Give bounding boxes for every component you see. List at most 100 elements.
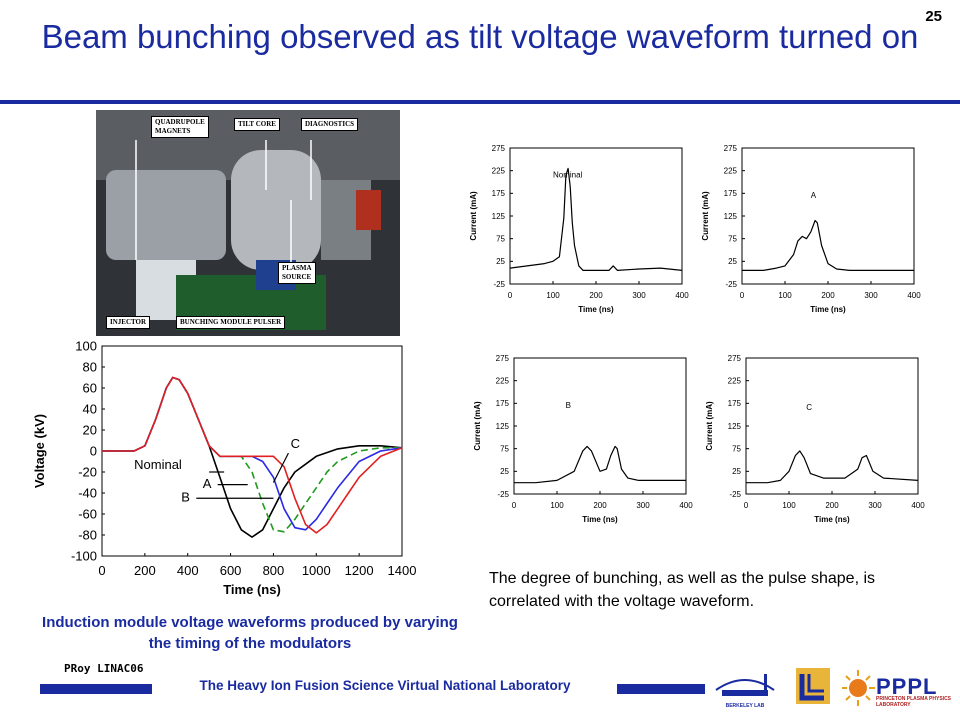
current-chart-c: 0 100 200 300 400 275 225 175 125 75 25 -25 Time (ns… [705,354,925,524]
y-tick-label: 75 [500,444,509,453]
x-tick-label: 200 [825,501,839,510]
y-axis-label: Current (mA) [705,401,714,451]
y-tick-label: 275 [492,144,506,153]
y-tick-label: 25 [496,257,505,266]
series-line-current [514,445,686,484]
x-tick-label: 100 [778,291,792,300]
annotation-arrow-c [272,452,289,483]
pppl-sun-icon [842,670,875,706]
x-tick-label: 1200 [345,563,374,578]
current-chart-nominal: 0 100 200 300 400 275 225 175 125 75 25 -25 Time (ns… [469,144,689,314]
caption-left: Induction module voltage waveforms produ… [42,614,458,652]
y-tick-label: 225 [724,166,738,175]
y-tick-label: 20 [83,423,97,438]
photo-label-pulser: BUNCHING MODULE PULSER [176,316,286,329]
annotation-c: C [291,436,300,451]
x-axis-label: Time (ns) [578,305,614,314]
y-tick-label: 100 [75,339,97,354]
x-tick-label: 0 [98,563,105,578]
chart-label-a: A [811,191,817,200]
x-tick-label: 200 [589,291,603,300]
plot-frame [509,147,683,285]
y-tick-label: 175 [724,189,738,198]
photo-label-plasma-source: PLASMA SOURCE [278,262,316,284]
y-tick-label: 275 [724,144,738,153]
pppl-subtitle: PRINCETON PLASMA PHYSICS LABORATORY [876,696,952,708]
caption-right: The degree of bunching, as well as the p… [489,570,876,610]
x-tick-label: 800 [263,563,285,578]
series-line-current [742,219,914,271]
y-tick-label: 175 [492,189,506,198]
y-axis-label: Current (mA) [469,191,478,241]
x-axis-label: Time (ns) [810,305,846,314]
y-tick-label: 60 [83,381,97,396]
photo-label-diagnostics: DIAGNOSTICS [301,118,359,131]
x-tick-label: 300 [636,501,650,510]
y-axis-label: Voltage (kV) [32,414,47,488]
y-tick-label: 225 [492,166,506,175]
y-tick-label: 40 [83,402,97,417]
y-tick-label: 0 [90,444,97,459]
y-tick-label: 125 [492,212,506,221]
annotation-nominal: Nominal [134,457,182,472]
y-tick-label: -25 [725,280,737,289]
plot-frame [745,357,919,495]
slide-title: Beam bunching observed as tilt voltage w… [41,18,919,55]
plot-frame [101,345,403,557]
x-tick-label: 0 [740,291,745,300]
x-tick-label: 300 [864,291,878,300]
x-tick-label: 400 [177,563,199,578]
x-tick-label: 300 [632,291,646,300]
y-tick-label: 175 [728,399,742,408]
chart-label-b: B [566,401,571,410]
x-axis-label: Time (ns) [223,582,281,597]
x-tick-label: 300 [868,501,882,510]
y-tick-label: -40 [78,486,97,501]
x-tick-label: 100 [550,501,564,510]
x-tick-label: 400 [679,501,693,510]
x-tick-label: 200 [821,291,835,300]
photo-label-injector: INJECTOR [106,316,151,329]
y-tick-label: -100 [71,549,97,564]
title-rule [0,100,960,104]
y-axis-label: Current (mA) [473,401,482,451]
y-tick-label: 25 [732,467,741,476]
current-chart-b: 0 100 200 300 400 275 225 175 125 75 25 -25 Time (ns… [473,354,693,524]
x-tick-label: 200 [134,563,156,578]
y-tick-label: 75 [728,234,737,243]
x-tick-label: 200 [593,501,607,510]
annotation-a: A [203,476,212,491]
y-tick-label: 275 [728,354,742,363]
annotation-b: B [181,489,190,504]
y-tick-label: 125 [724,212,738,221]
y-tick-label: 175 [496,399,510,408]
y-tick-label: 125 [496,422,510,431]
x-tick-label: 0 [744,501,749,510]
series-line-current [746,450,919,484]
slide-number: 25 [925,8,942,25]
y-axis-label: Current (mA) [701,191,710,241]
author-tag: PRoy LINAC06 [64,662,144,675]
berkeley-lab-wordmark: BERKELEY LAB [725,703,765,709]
pppl-wordmark: PPPL [876,674,938,699]
y-tick-label: 75 [732,444,741,453]
y-tick-label: -25 [497,490,509,499]
berkeley-lab-logo [715,674,775,696]
x-tick-label: 400 [675,291,689,300]
y-tick-label: 225 [496,376,510,385]
x-tick-label: 100 [782,501,796,510]
apparatus-photo: QUADRUPOLE MAGNETS TILT CORE DIAGNOSTICS… [96,110,400,336]
x-tick-label: 100 [546,291,560,300]
series-line-c [102,376,403,534]
y-tick-label: 125 [728,422,742,431]
chart-label-nominal: Nominal [553,170,583,179]
apparatus-illustration [96,110,400,336]
x-tick-label: 400 [911,501,925,510]
y-tick-label: -20 [78,465,97,480]
chart-label-c: C [806,403,812,412]
x-tick-label: 600 [220,563,242,578]
x-tick-label: 0 [508,291,513,300]
y-tick-label: 25 [728,257,737,266]
voltage-chart: 0 200 400 600 800 1000 1200 1400100806040200-20… [32,339,416,597]
x-tick-label: 400 [907,291,921,300]
